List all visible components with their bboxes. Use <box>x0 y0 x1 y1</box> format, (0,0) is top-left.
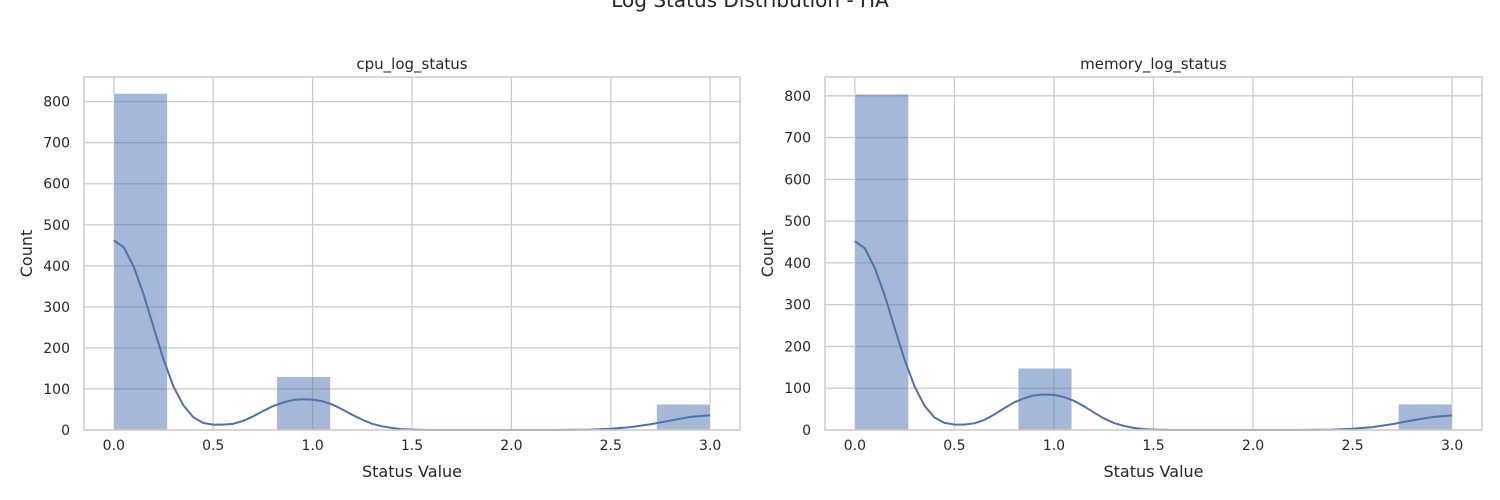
cpu-y-tick-label: 100 <box>43 382 70 398</box>
cpu-x-axis-label: Status Value <box>362 462 462 481</box>
memory-y-tick-label: 0 <box>802 423 811 439</box>
memory-y-tick-label: 200 <box>784 339 811 355</box>
memory-x-tick-label: 1.0 <box>1043 438 1065 454</box>
cpu-x-tick-label: 2.5 <box>600 438 622 454</box>
cpu-panel-title: cpu_log_status <box>356 55 467 74</box>
memory-x-tick-label: 1.5 <box>1142 438 1164 454</box>
memory-axes-frame <box>824 76 1483 431</box>
cpu-axes-frame <box>83 76 741 431</box>
cpu-x-tick-label: 0.5 <box>202 438 224 454</box>
cpu-y-tick-label: 700 <box>43 136 70 152</box>
memory-x-tick-label: 2.0 <box>1242 438 1264 454</box>
cpu-x-tick-label: 2.0 <box>500 438 522 454</box>
memory-y-tick-label: 500 <box>784 214 811 230</box>
cpu-histogram-bar <box>276 376 331 431</box>
memory-histogram-bar <box>854 93 909 431</box>
cpu-y-tick-label: 200 <box>43 341 70 357</box>
cpu-histogram-bar <box>656 403 711 431</box>
memory-y-tick-label: 600 <box>784 172 811 188</box>
memory-x-tick-label: 0.5 <box>943 438 965 454</box>
memory-y-tick-label: 100 <box>784 381 811 397</box>
memory-y-tick-label: 800 <box>784 89 811 105</box>
cpu-y-tick-label: 300 <box>43 300 70 316</box>
memory-x-tick-label: 2.5 <box>1341 438 1363 454</box>
cpu-y-tick-label: 600 <box>43 177 70 193</box>
memory-y-tick-label: 400 <box>784 256 811 272</box>
cpu-x-tick-label: 1.0 <box>301 438 323 454</box>
memory-x-axis-label: Status Value <box>1103 462 1203 481</box>
cpu-x-tick-label: 1.5 <box>401 438 423 454</box>
cpu-y-tick-label: 0 <box>61 423 70 439</box>
cpu-y-axis-label: Count <box>17 230 36 278</box>
cpu-y-tick-label: 800 <box>43 95 70 111</box>
memory-panel-title: memory_log_status <box>1080 55 1227 74</box>
cpu-y-tick-label: 400 <box>43 259 70 275</box>
cpu-y-tick-label: 500 <box>43 218 70 234</box>
figure-suptitle: Log Status Distribution - HA <box>611 0 889 12</box>
cpu-x-tick-label: 0.0 <box>103 438 125 454</box>
memory-y-tick-label: 700 <box>784 131 811 147</box>
memory-x-tick-label: 3.0 <box>1441 438 1463 454</box>
memory-y-axis-label: Count <box>758 230 777 278</box>
memory-histogram-bar <box>1017 367 1073 431</box>
cpu-x-tick-label: 3.0 <box>699 438 721 454</box>
cpu-log-status-panel: 0.0 0.5 1.0 1.5 2.0 2.5 3.0 0 100 200 300 400 500 600… <box>17 55 741 481</box>
cpu-histogram-bar <box>113 93 168 431</box>
memory-x-tick-label: 0.0 <box>844 438 866 454</box>
memory-log-status-panel: 0.0 0.5 1.0 1.5 2.0 2.5 3.0 0 100 200 300 400 500 600… <box>758 55 1483 481</box>
memory-y-tick-label: 300 <box>784 298 811 314</box>
